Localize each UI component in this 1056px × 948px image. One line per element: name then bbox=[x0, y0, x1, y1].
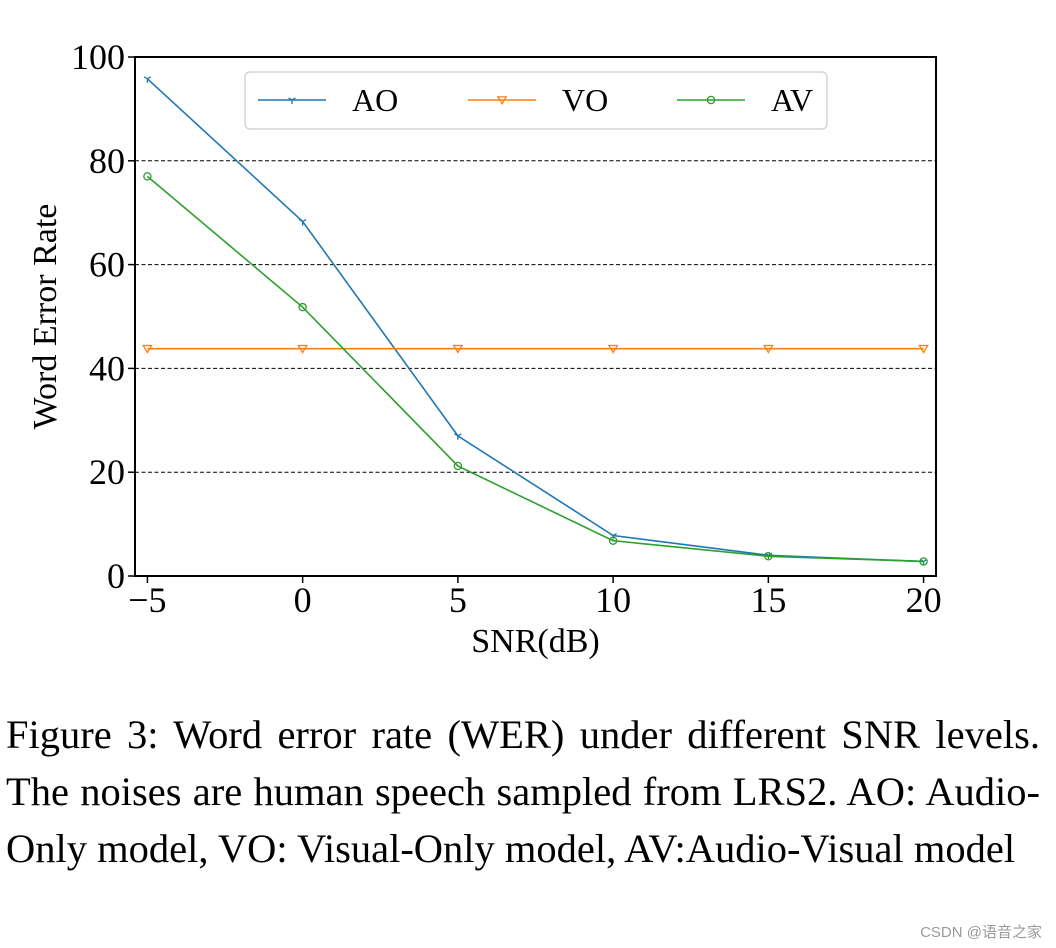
grid-lines bbox=[135, 160, 936, 473]
series-ao-point bbox=[298, 218, 307, 226]
plot-frame bbox=[134, 56, 937, 577]
y-tick-label: 20 bbox=[89, 452, 125, 492]
y-tick-label: 0 bbox=[107, 556, 125, 596]
marker-spoke bbox=[457, 433, 462, 437]
series-vo-point bbox=[142, 344, 153, 354]
legend-label-vo: VO bbox=[562, 82, 608, 118]
marker-spoke bbox=[454, 433, 459, 437]
x-tick-label: 0 bbox=[294, 580, 312, 620]
legend-marker-vo bbox=[496, 96, 508, 106]
marker-spoke bbox=[612, 532, 617, 537]
legend-marker-ao bbox=[288, 97, 296, 104]
marker-spoke bbox=[609, 532, 614, 537]
legend-item-ao: AO bbox=[258, 82, 398, 118]
y-tick-label: 80 bbox=[89, 141, 125, 181]
marker-spoke bbox=[291, 97, 296, 101]
marker-spoke bbox=[298, 218, 303, 223]
series-av-point bbox=[919, 557, 928, 566]
series-av-point bbox=[453, 461, 463, 471]
series-ao-point bbox=[454, 433, 462, 440]
marker-spoke bbox=[147, 76, 152, 80]
x-axis-title: SNR(dB) bbox=[471, 623, 599, 660]
series-layer bbox=[142, 76, 929, 566]
x-tick-label: 10 bbox=[595, 580, 631, 620]
marker-spoke bbox=[143, 76, 148, 80]
y-axis-title: Word Error Rate bbox=[27, 204, 64, 430]
legend: AO VO AV bbox=[244, 71, 828, 130]
x-tick-label: 20 bbox=[906, 580, 942, 620]
y-tick-label: 100 bbox=[71, 37, 125, 77]
series-av bbox=[143, 172, 928, 566]
legend-label-av: AV bbox=[771, 82, 813, 118]
series-vo-point bbox=[297, 344, 309, 354]
x-tick-label: 15 bbox=[750, 580, 786, 620]
series-vo-point bbox=[762, 344, 774, 354]
figure-caption: Figure 3: Word error rate (WER) under di… bbox=[6, 712, 1040, 871]
watermark: CSDN @语音之家 bbox=[920, 924, 1042, 941]
series-vo-point bbox=[918, 344, 929, 354]
series-vo-point bbox=[452, 344, 464, 354]
x-tick-label: −5 bbox=[128, 580, 166, 620]
series-vo-point bbox=[607, 344, 619, 354]
series-av-point bbox=[298, 302, 307, 312]
series-av-point bbox=[143, 172, 152, 181]
series-ao bbox=[143, 76, 928, 566]
legend-item-vo: VO bbox=[468, 82, 608, 118]
y-tick-label: 40 bbox=[89, 348, 125, 388]
series-ao-point bbox=[143, 76, 152, 83]
series-av-line bbox=[146, 175, 924, 563]
series-av-point bbox=[764, 552, 773, 561]
y-tick-label: 60 bbox=[89, 245, 125, 285]
marker-spoke bbox=[302, 218, 307, 223]
legend-label-ao: AO bbox=[352, 82, 398, 118]
legend-item-av: AV bbox=[677, 82, 813, 118]
series-ao-line bbox=[146, 78, 924, 563]
series-vo bbox=[142, 344, 929, 354]
legend-marker-av bbox=[706, 95, 716, 105]
marker-spoke bbox=[288, 97, 293, 101]
x-tick-label: 5 bbox=[449, 580, 467, 620]
series-av-point bbox=[608, 536, 618, 545]
